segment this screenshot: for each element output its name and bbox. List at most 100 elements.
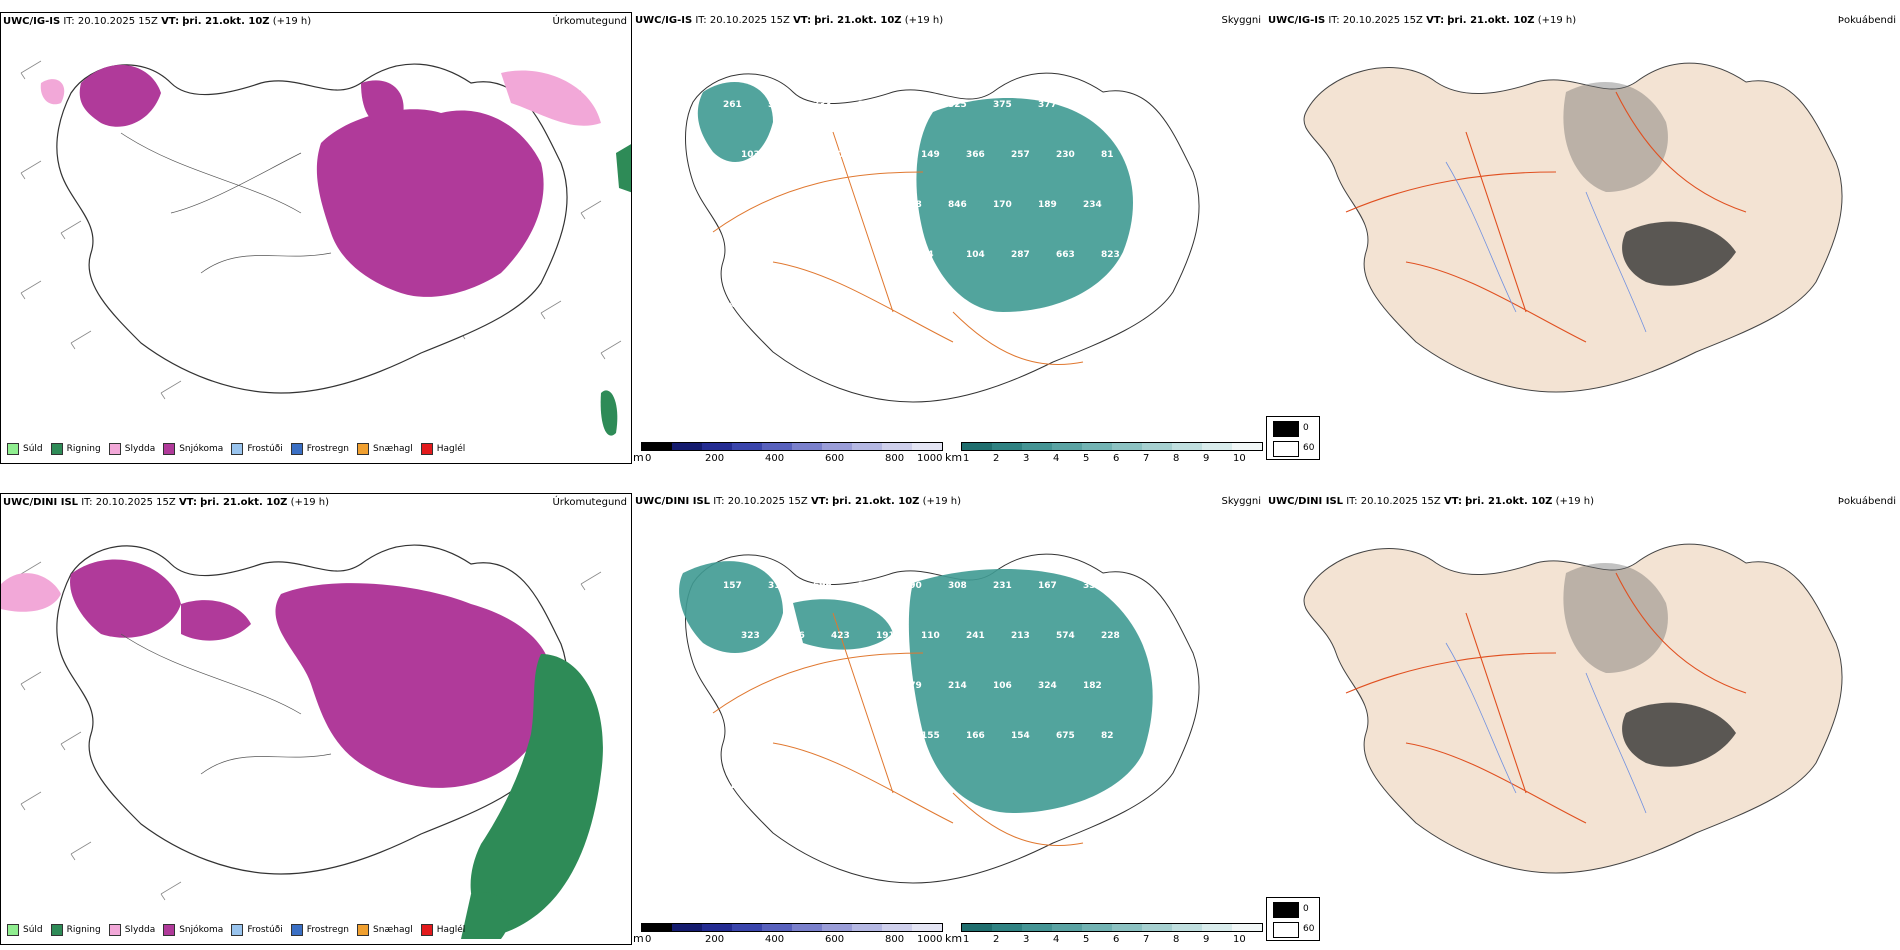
cloud-base-label: 189 xyxy=(1038,200,1057,210)
legend-item: Snæhagl xyxy=(357,924,413,936)
panel-header: UWC/IG-IS IT: 20.10.2025 15Z VT: þri. 21… xyxy=(1268,15,1577,26)
fog-legend: 0 60 xyxy=(1266,416,1320,460)
iceland-land xyxy=(1303,62,1843,393)
cloud-base-label: 333 xyxy=(813,100,832,110)
fog-high-area xyxy=(1622,702,1736,767)
model-name: UWC/IG-IS xyxy=(3,16,61,27)
panel-title: Þokuábendi xyxy=(1837,496,1896,507)
rain-area-se xyxy=(616,144,631,193)
cloud-base-label: 248 xyxy=(723,200,742,210)
panel-header: UWC/DINI ISL IT: 20.10.2025 15Z VT: þri.… xyxy=(3,497,330,508)
cloud-base-label: 241 xyxy=(966,631,985,641)
cloud-base-label: 574 xyxy=(1056,631,1075,641)
snow-area xyxy=(275,583,554,788)
cloud-base-label: 555 xyxy=(1083,100,1102,110)
cloud-base-label: 170 xyxy=(993,200,1012,210)
cloudbase-colorbar: m 0 200 400 600 800 1000 xyxy=(633,921,943,945)
cloud-base-label: 294 xyxy=(741,250,760,260)
cloud-base-label: 279 xyxy=(903,681,922,691)
legend-item: Haglél xyxy=(420,924,465,936)
legend-item: Rigning xyxy=(50,443,101,455)
roads xyxy=(1345,572,1747,824)
legend-item: Snjókoma xyxy=(163,443,223,455)
visibility-colorbar: km 1 2 3 4 5 6 7 8 9 10 xyxy=(945,440,1265,464)
panel-header: UWC/DINI ISL IT: 20.10.2025 15Z VT: þri.… xyxy=(1268,496,1595,507)
cloud-base-label: 339 xyxy=(1083,581,1102,591)
cloud-base-label: 84 xyxy=(921,250,934,260)
cloud-base-label: 172 xyxy=(813,200,832,210)
cloud-base-label: 228 xyxy=(1101,631,1120,641)
snow-area-nw xyxy=(79,64,161,127)
cloud-base-label: 234 xyxy=(1083,200,1102,210)
cloud-base-label: 315 xyxy=(741,731,760,741)
sleet-area xyxy=(501,70,601,126)
legend-item: Rigning xyxy=(50,924,101,936)
cloud-map-top: 261 542 333 290 734 525 375 377 555 103 89 302 200 14… xyxy=(685,72,1200,403)
panel-title: Úrkomutegund xyxy=(552,497,627,508)
cloud-base-labels: 157 319 696 307 290 308 231 167 339 323 356 423 191 1… xyxy=(723,581,1120,791)
teal-area-nw xyxy=(697,82,773,162)
cloud-base-label: 213 xyxy=(1011,631,1030,641)
roads xyxy=(120,132,332,274)
visibility-colorbar: km 1 2 3 4 5 6 7 8 9 10 xyxy=(945,921,1265,945)
cloud-base-labels: 261 542 333 290 734 525 375 377 555 103 89 302 200 14… xyxy=(723,100,1120,310)
precip-type-panel-top: UWC/IG-IS IT: 20.10.2025 15Z VT: þri. 21… xyxy=(0,12,632,464)
fog-panel-bottom: UWC/DINI ISL IT: 20.10.2025 15Z VT: þri.… xyxy=(1266,493,1900,945)
cloud-base-label: 375 xyxy=(993,100,1012,110)
roads xyxy=(712,612,1084,847)
cloud-base-label: 131 xyxy=(786,250,805,260)
cloud-base-label: 377 xyxy=(1038,100,1057,110)
precip-map xyxy=(1,544,603,939)
cloud-base-label: 110 xyxy=(921,631,940,641)
cloud-base-label: 182 xyxy=(1083,681,1102,691)
cloud-base-label: 160 xyxy=(831,250,850,260)
lead-time: (+19 h) xyxy=(272,16,312,27)
legend-item: Snjókoma xyxy=(163,924,223,936)
panel-header: UWC/DINI ISL IT: 20.10.2025 15Z VT: þri.… xyxy=(635,496,962,507)
cloud-base-label: 154 xyxy=(1011,731,1030,741)
cloud-base-label: 138 xyxy=(768,300,787,310)
snow-area-mid xyxy=(181,600,251,641)
cloud-base-label: 308 xyxy=(948,581,967,591)
cloud-base-label: 230 xyxy=(1056,150,1075,160)
cloud-base-label: 324 xyxy=(1038,681,1057,691)
cloud-base-label: 356 xyxy=(786,631,805,641)
cloud-base-label: 145 xyxy=(768,781,787,791)
panel-title: Úrkomutegund xyxy=(552,16,627,27)
cloud-base-label: 166 xyxy=(966,731,985,741)
precip-legend: Súld Rigning Slydda Snjókoma Frostúði Fr… xyxy=(7,924,465,936)
cloud-base-label: 448 xyxy=(903,200,922,210)
cloud-map-bottom: 157 319 696 307 290 308 231 167 339 323 356 423 191 1… xyxy=(679,553,1200,884)
legend-item: Snæhagl xyxy=(357,443,413,455)
cloud-base-label: 542 xyxy=(768,100,787,110)
sleet-area-w xyxy=(40,79,65,105)
rain-area xyxy=(470,654,603,934)
cloud-base-label: 415 xyxy=(858,200,877,210)
cloud-base-label: 167 xyxy=(1038,581,1057,591)
cloud-base-label: 94 xyxy=(723,300,736,310)
roads xyxy=(712,131,1084,366)
panel-title: Þokuábendi xyxy=(1837,15,1896,26)
cloud-base-label: 846 xyxy=(948,200,967,210)
cloud-base-label: 257 xyxy=(1011,150,1030,160)
panel-header: UWC/IG-IS IT: 20.10.2025 15Z VT: þri. 21… xyxy=(3,16,312,27)
teal-area xyxy=(908,569,1153,813)
iceland-land xyxy=(1303,543,1843,874)
cloud-base-label: 104 xyxy=(966,250,985,260)
cloudbase-visibility-panel-bottom: UWC/DINI ISL IT: 20.10.2025 15Z VT: þri.… xyxy=(633,493,1265,945)
cloudbase-colorbar: m 0 200 400 600 800 1000 xyxy=(633,440,943,464)
cloud-base-label: 290 xyxy=(858,100,877,110)
panel-header: UWC/IG-IS IT: 20.10.2025 15Z VT: þri. 21… xyxy=(635,15,944,26)
cloud-base-label: 287 xyxy=(1011,250,1030,260)
cloud-base-label: 675 xyxy=(1056,731,1075,741)
cloud-base-label: 663 xyxy=(1056,250,1075,260)
cloud-base-label: 290 xyxy=(903,581,922,591)
legend-item: Súld xyxy=(7,443,43,455)
legend-item: Slydda xyxy=(108,443,155,455)
cloud-base-label: 734 xyxy=(903,100,922,110)
roads xyxy=(1345,91,1747,343)
init-time: 20.10.2025 15Z xyxy=(77,16,158,27)
panel-title: Skyggni xyxy=(1221,496,1261,507)
fog-map-top xyxy=(1303,62,1843,393)
cloud-base-label: 983 xyxy=(858,681,877,691)
